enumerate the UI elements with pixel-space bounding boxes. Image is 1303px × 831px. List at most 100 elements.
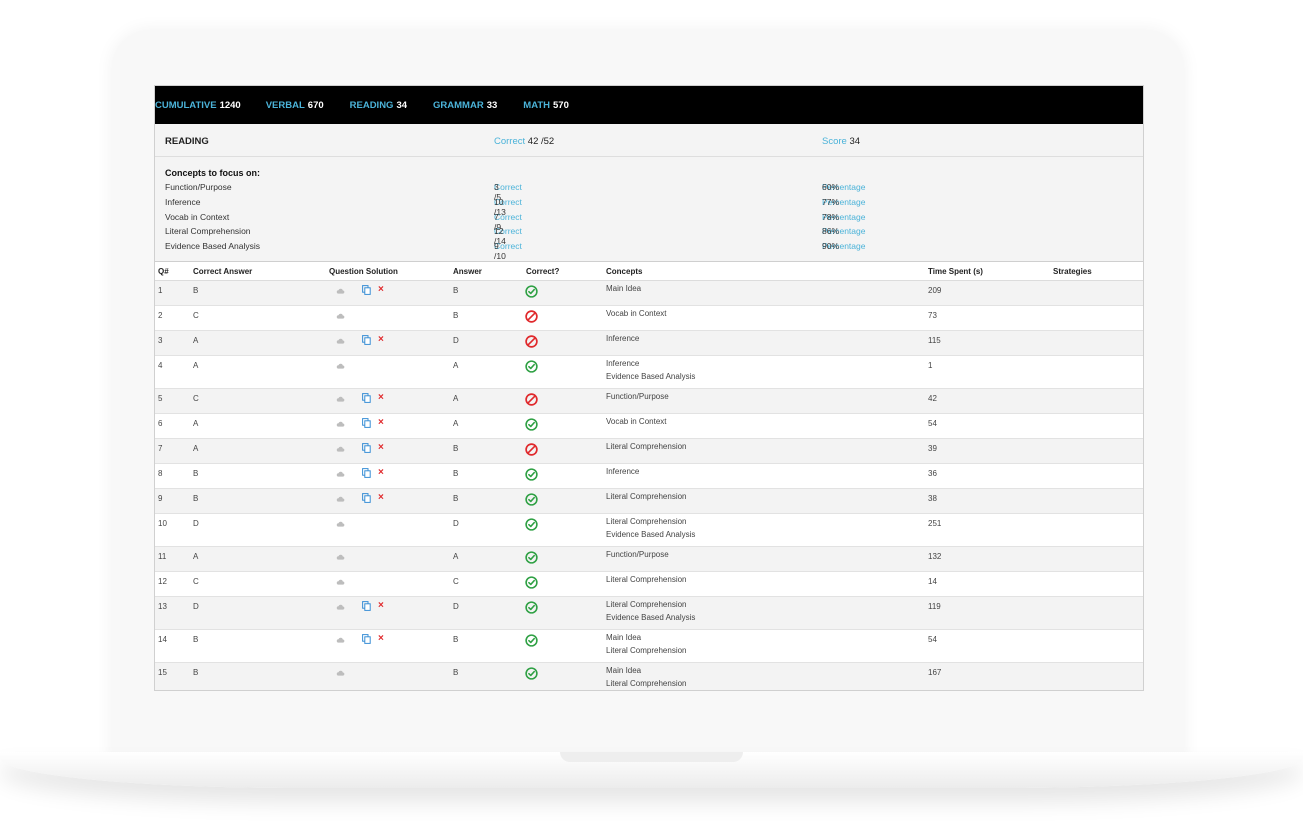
concept-row: Literal Comprehension Correct 12 /14 Perce… — [165, 226, 866, 247]
row-time-spent: 14 — [928, 577, 937, 586]
row-question-number: 6 — [158, 419, 163, 428]
prohibited-icon — [525, 443, 538, 456]
table-header: Q# Correct Answer Question Solution Answ… — [155, 262, 1143, 281]
cloud-icon[interactable] — [336, 420, 345, 427]
check-circle-icon — [525, 285, 538, 298]
cloud-icon[interactable] — [336, 495, 345, 502]
copy-icon[interactable] — [362, 393, 371, 403]
check-circle-icon — [525, 518, 538, 531]
row-concept: Evidence Based Analysis — [606, 371, 696, 381]
row-solution-actions: × — [336, 633, 396, 646]
copy-icon[interactable] — [362, 285, 371, 295]
row-solution-actions — [336, 576, 396, 588]
row-time-spent: 209 — [928, 286, 942, 295]
row-concept: Main Idea — [606, 633, 642, 642]
section-title: READING — [165, 136, 209, 147]
row-concepts: Vocab in Context — [606, 416, 666, 429]
row-concept: Main Idea — [606, 666, 642, 675]
delete-icon[interactable]: × — [378, 334, 384, 345]
table-row: 8 B × B Inference 36 — [155, 464, 1143, 489]
row-concepts: Function/Purpose — [606, 391, 669, 404]
delete-icon[interactable]: × — [378, 442, 384, 453]
delete-icon[interactable]: × — [378, 633, 384, 644]
row-question-number: 15 — [158, 668, 167, 677]
row-solution-actions: × — [336, 417, 396, 430]
row-answer: B — [453, 635, 459, 644]
row-solution-actions — [336, 667, 396, 679]
cloud-icon[interactable] — [336, 470, 345, 477]
cloud-icon[interactable] — [336, 395, 345, 402]
row-question-number: 2 — [158, 311, 163, 320]
cloud-icon[interactable] — [336, 362, 345, 369]
row-question-number: 8 — [158, 469, 163, 478]
prohibited-icon — [525, 310, 538, 323]
check-circle-icon — [525, 418, 538, 431]
table-row: 9 B × B Literal Comprehension 38 — [155, 489, 1143, 514]
row-concepts: Literal Comprehension — [606, 574, 687, 587]
table-row: 4 A A Inference Evidence Based Analysis 1 — [155, 356, 1143, 389]
concept-row: Vocab in Context Correct 7 /9 Percentage 7… — [165, 211, 866, 232]
row-solution-actions: × — [336, 334, 396, 347]
table-row: 5 C × A Function/Purpose 42 — [155, 389, 1143, 414]
delete-icon[interactable]: × — [378, 600, 384, 611]
table-row: 1 B × B Main Idea 209 — [155, 281, 1143, 306]
row-solution-actions — [336, 551, 396, 563]
copy-icon[interactable] — [362, 443, 371, 453]
row-solution-actions — [336, 310, 396, 322]
cloud-icon[interactable] — [336, 603, 345, 610]
row-concepts: Main Idea Literal Comprehension Evidence B… — [606, 665, 695, 691]
copy-icon[interactable] — [362, 335, 371, 345]
cloud-icon[interactable] — [336, 669, 345, 676]
concept-row: Inference Correct 10 /13 Percentage 77% — [165, 196, 866, 217]
row-concept: Literal Comprehension — [606, 575, 687, 584]
score-cumulative: CUMULATIVE 1240 — [155, 99, 241, 111]
copy-icon[interactable] — [362, 493, 371, 503]
cloud-icon[interactable] — [336, 636, 345, 643]
row-concept: Evidence Based Analysis — [606, 690, 695, 691]
concepts-panel: Concepts to focus on: Function/Purpose Co… — [155, 157, 1143, 262]
app-screen: CUMULATIVE 1240 VERBAL 670 READING 34 GRAMM… — [154, 85, 1144, 691]
cloud-icon[interactable] — [336, 445, 345, 452]
row-concepts: Literal Comprehension Evidence Based Anal… — [606, 516, 695, 541]
cloud-icon[interactable] — [336, 337, 345, 344]
table-row: 14 B × B Main Idea Literal Comprehension 54 — [155, 630, 1143, 663]
row-concept: Literal Comprehension — [606, 492, 687, 501]
delete-icon[interactable]: × — [378, 392, 384, 403]
copy-icon[interactable] — [362, 418, 371, 428]
row-time-spent: 132 — [928, 552, 942, 561]
concept-name: Vocab in Context — [165, 211, 230, 222]
concept-name: Function/Purpose — [165, 182, 232, 192]
check-circle-icon — [525, 360, 538, 373]
row-time-spent: 115 — [928, 336, 941, 345]
delete-icon[interactable]: × — [378, 492, 384, 503]
row-time-spent: 39 — [928, 444, 937, 453]
row-answer: B — [453, 286, 459, 295]
delete-icon[interactable]: × — [378, 467, 384, 478]
table-body: 1 B × B Main Idea 209 2 C B Vocab in Context 73 3 A ×… — [155, 281, 1143, 691]
score-verbal: VERBAL 670 — [265, 99, 324, 111]
row-correct-answer: C — [193, 394, 199, 403]
row-correct-answer: B — [193, 668, 199, 677]
cloud-icon[interactable] — [336, 520, 345, 527]
cloud-icon[interactable] — [336, 312, 345, 319]
cloud-icon[interactable] — [336, 287, 345, 294]
copy-icon[interactable] — [362, 634, 371, 644]
row-correct-answer: B — [193, 494, 199, 503]
check-circle-icon — [525, 468, 538, 481]
row-answer: A — [453, 361, 459, 370]
cloud-icon[interactable] — [336, 578, 345, 585]
delete-icon[interactable]: × — [378, 284, 384, 295]
row-correct-answer: C — [193, 311, 199, 320]
delete-icon[interactable]: × — [378, 417, 384, 428]
concept-name: Literal Comprehension — [165, 226, 251, 237]
row-question-number: 1 — [158, 286, 163, 295]
row-question-number: 13 — [158, 602, 167, 611]
row-solution-actions: × — [336, 284, 396, 297]
copy-icon[interactable] — [362, 468, 371, 478]
header-strategies: Strategies — [1053, 267, 1092, 276]
row-concept: Literal Comprehension — [606, 678, 687, 688]
copy-icon[interactable] — [362, 601, 371, 611]
cloud-icon[interactable] — [336, 553, 345, 560]
table-row: 12 C C Literal Comprehension 14 — [155, 572, 1143, 597]
concept-row: Evidence Based Analysis Correct 9 /10 Perc… — [165, 241, 866, 262]
